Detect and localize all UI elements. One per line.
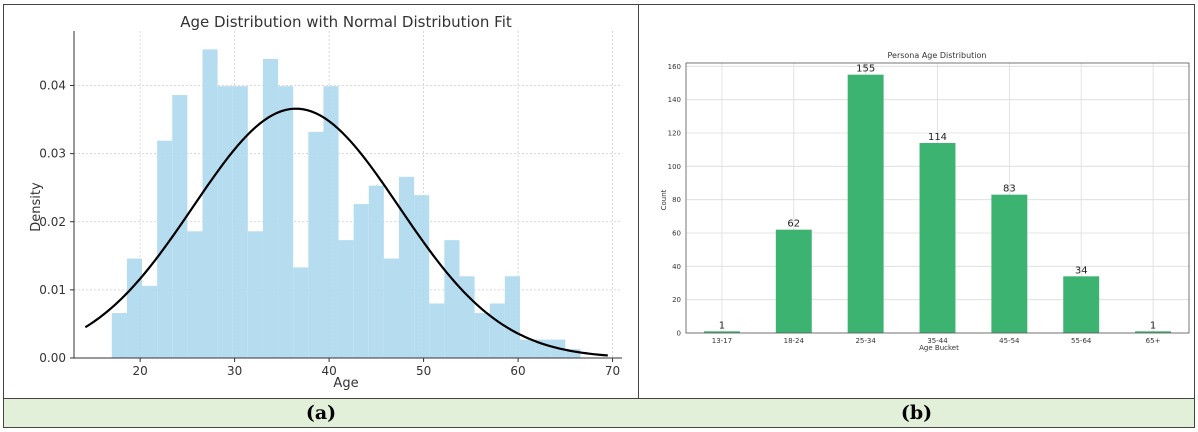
caption-divider bbox=[3, 398, 1195, 399]
plot-frame bbox=[685, 62, 1190, 334]
x-tick-label: 20 bbox=[132, 364, 147, 378]
histogram-bar bbox=[459, 276, 475, 358]
normal-fit-curve bbox=[84, 107, 608, 357]
histogram-bar bbox=[353, 204, 369, 358]
y-tick-label: 40 bbox=[672, 263, 681, 271]
bar-value-label: 83 bbox=[1003, 184, 1016, 195]
persona-ylabel: Count bbox=[660, 189, 668, 210]
histogram-bar bbox=[519, 339, 536, 358]
histogram-bar bbox=[142, 285, 158, 358]
y-tick-label: 100 bbox=[668, 163, 681, 171]
histogram-bar bbox=[126, 258, 143, 358]
persona-title: Persona Age Distribution bbox=[887, 51, 986, 60]
persona-bar bbox=[847, 74, 884, 334]
caption-b: (b) bbox=[900, 402, 933, 424]
figure-frame bbox=[3, 4, 1195, 428]
caption-a: (a) bbox=[305, 402, 337, 424]
persona-bar bbox=[775, 229, 812, 333]
persona-bar bbox=[703, 331, 740, 333]
persona-bar-chart: Persona Age Distribution Age Bucket Coun… bbox=[660, 51, 1190, 352]
y-tick-label: 0 bbox=[677, 330, 681, 338]
x-tick-label: 60 bbox=[510, 364, 525, 378]
y-tick-label: 0.01 bbox=[39, 283, 66, 297]
x-tick-label: 50 bbox=[416, 364, 431, 378]
bar-value-label: 34 bbox=[1075, 265, 1088, 276]
histogram-bar bbox=[308, 131, 324, 358]
histogram-bar bbox=[474, 313, 490, 358]
histogram-bar bbox=[111, 313, 127, 358]
bar-value-label: 155 bbox=[856, 64, 875, 75]
x-tick-label: 35-44 bbox=[927, 337, 948, 345]
caption-row: (a) (b) bbox=[4, 399, 1194, 427]
panel-divider bbox=[638, 4, 639, 428]
histogram-bar bbox=[232, 86, 248, 359]
y-tick-label: 60 bbox=[672, 230, 681, 238]
y-tick-label: 0.02 bbox=[39, 215, 66, 229]
persona-bar bbox=[1135, 331, 1172, 333]
y-tick-label: 0.04 bbox=[39, 79, 66, 93]
histogram-bar bbox=[414, 195, 430, 358]
bar-value-label: 114 bbox=[928, 132, 947, 143]
persona-bar bbox=[991, 194, 1028, 333]
histogram-bar bbox=[429, 303, 445, 358]
y-tick-label: 160 bbox=[668, 63, 681, 71]
bar-value-label: 62 bbox=[787, 219, 800, 230]
y-tick-label: 80 bbox=[672, 196, 681, 204]
persona-bar bbox=[1063, 276, 1100, 333]
x-tick-label: 30 bbox=[227, 364, 242, 378]
histogram-bar bbox=[157, 140, 173, 358]
histogram-bar bbox=[247, 231, 263, 358]
histogram-bar bbox=[444, 240, 460, 358]
persona-bar bbox=[919, 143, 956, 333]
x-tick-label: 45-54 bbox=[999, 337, 1020, 345]
bar-value-label: 1 bbox=[719, 320, 725, 331]
histogram-bar bbox=[489, 303, 505, 358]
histogram-ylabel: Density bbox=[29, 182, 44, 232]
y-tick-label: 0.03 bbox=[39, 147, 66, 161]
histogram-chart: Age Distribution with Normal Distributio… bbox=[29, 13, 622, 391]
histogram-bar bbox=[368, 185, 384, 358]
x-tick-label: 13-17 bbox=[712, 337, 732, 345]
histogram-bar bbox=[202, 49, 218, 359]
histogram-bar bbox=[323, 86, 339, 359]
x-tick-label: 70 bbox=[605, 364, 620, 378]
histogram-bar bbox=[262, 58, 279, 359]
histogram-title: Age Distribution with Normal Distributio… bbox=[180, 13, 512, 31]
x-tick-label: 25-34 bbox=[855, 337, 876, 345]
bar-value-label: 1 bbox=[1150, 320, 1156, 331]
persona-xlabel: Age Bucket bbox=[919, 344, 959, 352]
histogram-bar bbox=[293, 267, 309, 358]
x-tick-label: 55-64 bbox=[1071, 337, 1092, 345]
histogram-bar bbox=[383, 258, 400, 358]
histogram-bar bbox=[565, 349, 581, 358]
histogram-xlabel: Age bbox=[333, 376, 358, 391]
x-tick-label: 40 bbox=[321, 364, 336, 378]
x-tick-label: 18-24 bbox=[784, 337, 805, 345]
y-tick-label: 0.00 bbox=[39, 351, 66, 365]
histogram-bar bbox=[187, 231, 203, 358]
y-tick-label: 20 bbox=[672, 296, 681, 304]
x-tick-label: 65+ bbox=[1146, 337, 1161, 345]
y-tick-label: 120 bbox=[668, 130, 681, 138]
histogram-bar bbox=[338, 240, 354, 358]
y-tick-label: 140 bbox=[668, 96, 681, 104]
histogram-bar bbox=[217, 86, 233, 359]
histogram-bar bbox=[504, 276, 520, 358]
histogram-bar bbox=[278, 86, 294, 359]
histogram-bar bbox=[399, 176, 415, 358]
